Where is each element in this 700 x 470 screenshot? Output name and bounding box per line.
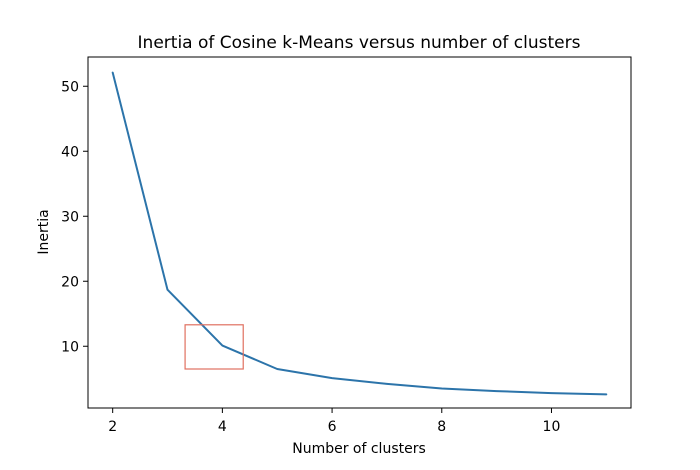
x-tick-label: 8 xyxy=(437,419,446,435)
plot-frame xyxy=(87,56,632,409)
y-tick-label: 40 xyxy=(61,144,79,160)
y-tick-label: 30 xyxy=(61,209,79,225)
x-tick-label: 6 xyxy=(328,419,337,435)
highlight-box xyxy=(184,324,244,370)
x-axis-label: Number of clusters xyxy=(292,441,426,457)
chart-title: Inertia of Cosine k-Means versus number … xyxy=(138,33,581,53)
x-tick-label: 2 xyxy=(108,419,117,435)
x-tick-label: 10 xyxy=(543,419,561,435)
y-tick-label: 20 xyxy=(61,274,79,290)
y-tick-label: 50 xyxy=(61,79,79,95)
y-axis-label: Inertia xyxy=(36,209,52,254)
series-line xyxy=(111,71,608,396)
x-tick-label: 4 xyxy=(218,419,227,435)
y-tick-label: 10 xyxy=(61,339,79,355)
